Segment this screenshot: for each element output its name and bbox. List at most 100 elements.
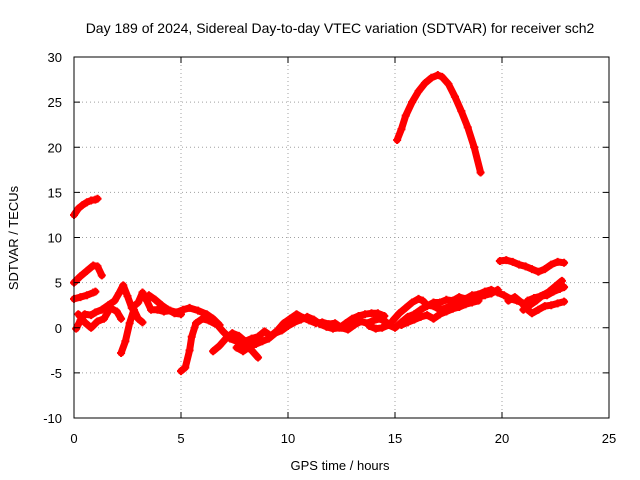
data-point: [110, 296, 119, 305]
data-point: [435, 310, 444, 319]
data-point: [322, 322, 331, 331]
data-point: [258, 337, 267, 346]
data-point: [138, 318, 147, 327]
y-tick-label: 5: [55, 276, 62, 291]
data-point: [335, 323, 344, 332]
data-point: [251, 339, 260, 348]
data-point: [468, 298, 477, 307]
x-axis-label: GPS time / hours: [291, 458, 390, 473]
data-point: [209, 347, 218, 356]
data-point: [461, 300, 470, 309]
y-axis-label: SDTVAR / TECUs: [6, 185, 21, 290]
data-point: [153, 305, 162, 314]
data-point: [74, 310, 83, 319]
data-point: [457, 107, 466, 116]
data-point: [292, 310, 301, 319]
data-point: [80, 318, 89, 327]
data-point: [232, 343, 241, 352]
data-point: [435, 298, 444, 307]
x-tick-label: 5: [177, 431, 184, 446]
data-point: [91, 308, 100, 317]
data-point: [423, 311, 432, 320]
data-point: [521, 262, 530, 271]
data-point: [99, 314, 108, 323]
data-point: [527, 265, 536, 274]
data-point: [427, 73, 436, 82]
data-point: [517, 298, 526, 307]
data-point: [549, 287, 558, 296]
series-track-5: [74, 303, 126, 332]
data-point: [264, 334, 273, 343]
data-point: [463, 123, 472, 132]
data-point: [106, 303, 115, 312]
data-point: [316, 320, 325, 329]
data-point: [444, 80, 453, 89]
data-point: [408, 98, 417, 107]
data-point: [455, 302, 464, 311]
data-point: [410, 315, 419, 324]
data-point: [373, 309, 382, 318]
data-point: [470, 143, 479, 152]
data-point: [157, 301, 166, 310]
data-point: [247, 334, 256, 343]
data-point: [527, 309, 536, 318]
data-point: [560, 297, 569, 306]
y-tick-label: 20: [48, 140, 62, 155]
data-point: [181, 363, 190, 372]
x-tick-label: 20: [495, 431, 509, 446]
series-track-14: [393, 71, 485, 177]
data-point: [397, 321, 406, 330]
data-point: [241, 337, 250, 346]
data-point: [510, 293, 519, 302]
data-point: [502, 256, 511, 265]
data-point: [74, 204, 83, 213]
data-point: [433, 71, 442, 80]
y-tick-label: -5: [50, 366, 62, 381]
data-point: [350, 321, 359, 330]
data-point: [271, 329, 280, 338]
series-trace: [209, 310, 390, 355]
data-point: [393, 136, 402, 145]
data-point: [448, 304, 457, 313]
data-point: [76, 272, 85, 281]
data-point: [401, 111, 410, 120]
data-point: [408, 298, 417, 307]
data-point: [260, 327, 269, 336]
data-point: [284, 321, 292, 330]
data-point: [416, 312, 425, 321]
data-point: [557, 276, 566, 285]
data-point: [493, 285, 502, 294]
data-point: [191, 319, 200, 328]
data-point: [123, 292, 132, 301]
data-point: [560, 283, 569, 292]
data-point: [91, 287, 100, 296]
data-point: [82, 198, 91, 207]
data-point: [117, 314, 126, 323]
series-track-1: [70, 194, 102, 219]
x-tick-label: 25: [602, 431, 616, 446]
y-tick-label: -10: [43, 411, 62, 426]
data-point: [429, 302, 438, 311]
data-point: [380, 312, 389, 321]
data-point: [117, 349, 126, 358]
data-point: [303, 312, 312, 321]
data-point: [213, 321, 222, 330]
series-track-13: [397, 296, 483, 330]
data-point: [97, 305, 106, 314]
data-point: [542, 291, 551, 300]
data-point: [290, 318, 299, 327]
data-point: [185, 303, 194, 312]
data-point: [365, 321, 374, 330]
data-point: [348, 314, 357, 323]
data-point: [93, 262, 102, 271]
x-tick-label: 0: [70, 431, 77, 446]
data-point: [530, 293, 539, 302]
data-point: [296, 315, 305, 324]
y-tick-label: 10: [48, 231, 62, 246]
data-point: [112, 307, 121, 316]
x-tick-label: 10: [281, 431, 295, 446]
axes: 0 5 10 15 20 25 -10 -5 0 5 10 15 20 25 30: [43, 50, 616, 446]
data-point: [395, 309, 404, 318]
